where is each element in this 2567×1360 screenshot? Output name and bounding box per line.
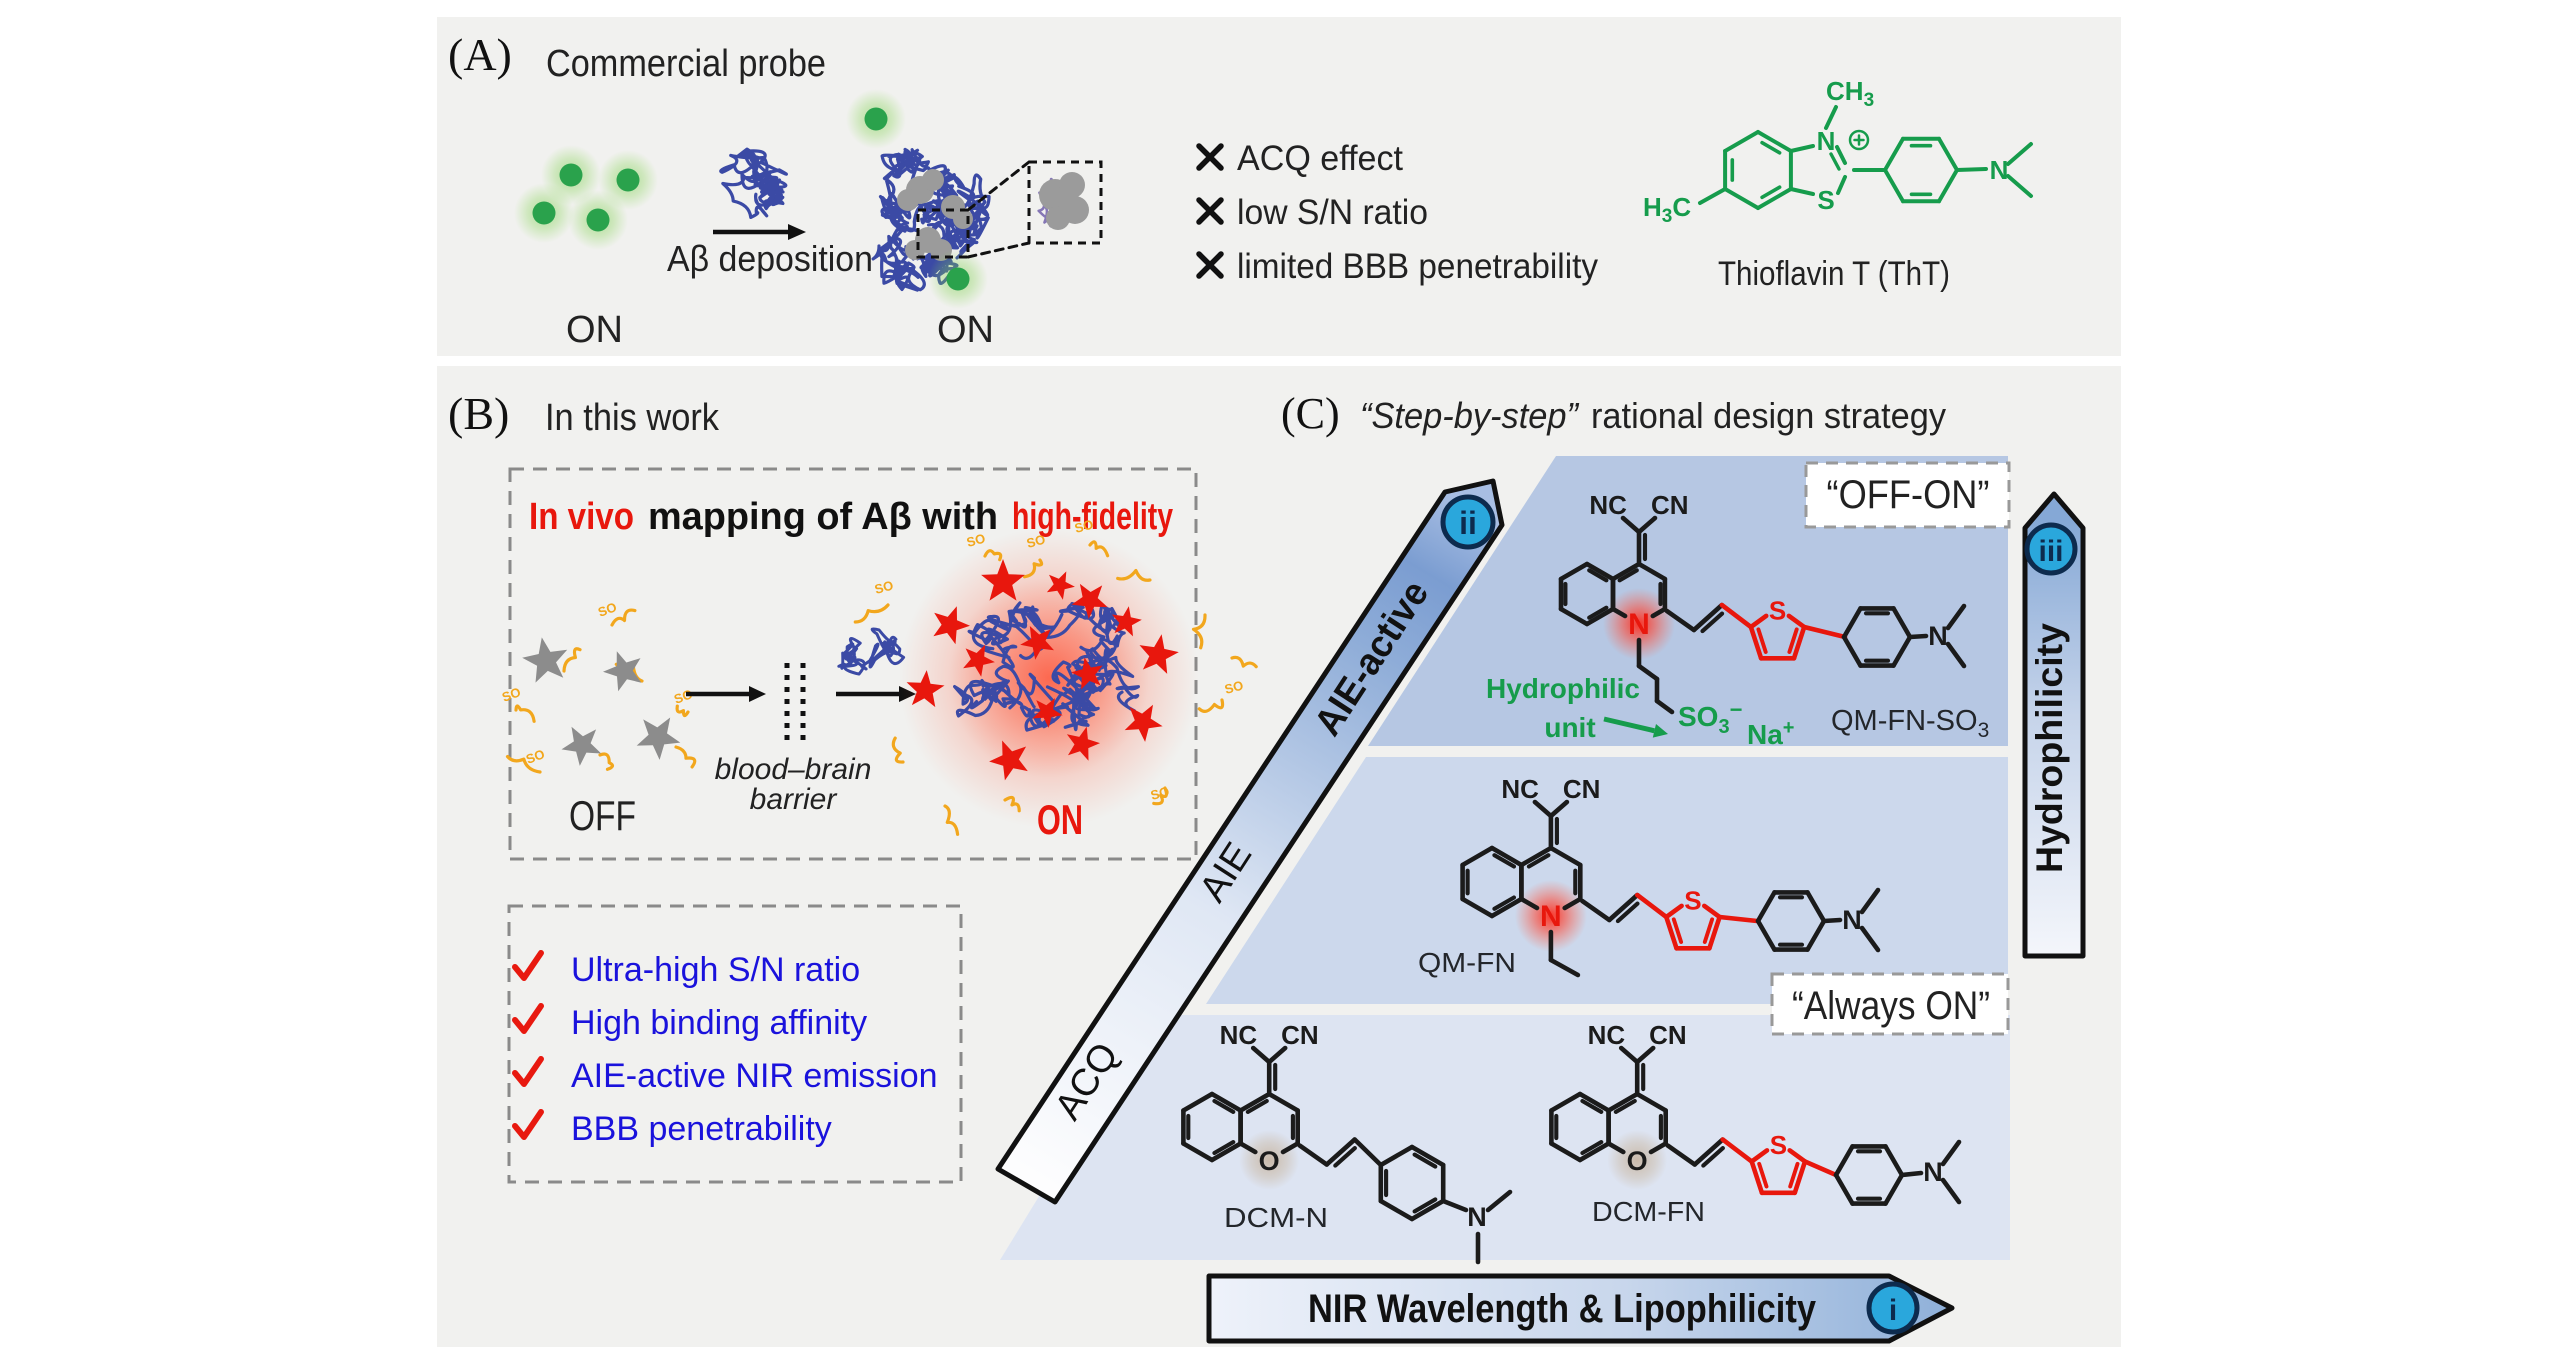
svg-text:In this work: In this work — [545, 397, 720, 439]
svg-text:O: O — [1259, 1146, 1280, 1176]
svg-text:DCM-N: DCM-N — [1224, 1202, 1328, 1233]
svg-text:“OFF-ON”: “OFF-ON” — [1827, 473, 1990, 517]
svg-text:(A): (A) — [448, 29, 512, 80]
svg-text:SO: SO — [672, 686, 695, 707]
svg-text:In vivo: In vivo — [529, 496, 634, 538]
svg-text:N: N — [1628, 608, 1650, 641]
svg-text:S: S — [1817, 185, 1834, 215]
svg-text:S: S — [1769, 595, 1786, 625]
svg-text:Aβ deposition: Aβ deposition — [667, 238, 873, 279]
svg-text:“Always ON”: “Always ON” — [1792, 984, 1990, 1028]
svg-text:ii: ii — [1459, 505, 1477, 541]
svg-text:ACQ effect: ACQ effect — [1237, 139, 1403, 178]
svg-text:N: N — [1923, 1157, 1943, 1187]
svg-text:NIR Wavelength & Lipophilicity: NIR Wavelength & Lipophilicity — [1308, 1287, 1817, 1331]
svg-text:O: O — [1627, 1146, 1648, 1176]
svg-text:N: N — [1540, 900, 1562, 933]
svg-text:ON: ON — [566, 309, 623, 351]
svg-text:blood–brain: blood–brain — [715, 753, 872, 786]
svg-text:DCM-FN: DCM-FN — [1592, 1196, 1705, 1227]
svg-text:NC: NC — [1589, 490, 1627, 520]
svg-text:CN: CN — [1563, 774, 1601, 804]
svg-text:ON: ON — [937, 309, 994, 351]
svg-text:low S/N ratio: low S/N ratio — [1237, 193, 1428, 232]
svg-text:QM-FN: QM-FN — [1418, 947, 1516, 978]
svg-text:SO: SO — [500, 684, 523, 705]
svg-text:N: N — [1467, 1202, 1487, 1232]
svg-text:NC: NC — [1501, 774, 1539, 804]
svg-text:SO: SO — [1223, 678, 1245, 697]
svg-text:SO: SO — [1025, 532, 1047, 551]
svg-text:N: N — [1817, 126, 1836, 156]
svg-text:ON: ON — [1037, 796, 1083, 843]
svg-text:SO: SO — [1073, 517, 1095, 536]
svg-text:N: N — [1842, 905, 1862, 935]
svg-text:SO: SO — [1149, 784, 1171, 803]
svg-text:limited BBB penetrability: limited BBB penetrability — [1237, 247, 1598, 286]
svg-text:barrier: barrier — [750, 783, 838, 816]
svg-text:BBB penetrability: BBB penetrability — [571, 1110, 832, 1148]
svg-text:AIE-active NIR emission: AIE-active NIR emission — [571, 1057, 938, 1095]
svg-text:CN: CN — [1651, 490, 1689, 520]
svg-text:SO: SO — [965, 531, 987, 550]
svg-text:iii: iii — [2038, 535, 2063, 568]
svg-text:SO: SO — [873, 578, 895, 597]
svg-text:i: i — [1889, 1294, 1897, 1327]
svg-text:Thioflavin T (ThT): Thioflavin T (ThT) — [1718, 255, 1950, 293]
svg-text:OFF: OFF — [569, 792, 636, 839]
svg-text:CN: CN — [1649, 1020, 1687, 1050]
svg-text:mapping of Aβ with: mapping of Aβ with — [648, 496, 998, 538]
svg-text:rational design strategy: rational design strategy — [1591, 395, 1946, 436]
svg-text:SO: SO — [596, 599, 619, 620]
svg-text:NC: NC — [1220, 1020, 1258, 1050]
svg-text:QM-FN-SO3: QM-FN-SO3 — [1831, 705, 1989, 742]
svg-text:unit: unit — [1544, 712, 1595, 743]
svg-text:Hydrophilic: Hydrophilic — [1486, 673, 1640, 704]
svg-text:N: N — [1928, 621, 1948, 651]
svg-text:Hydrophilicity: Hydrophilicity — [2029, 623, 2070, 873]
svg-text:Ultra-high S/N ratio: Ultra-high S/N ratio — [571, 951, 860, 989]
svg-text:High binding affinity: High binding affinity — [571, 1004, 867, 1042]
svg-text:S: S — [1684, 885, 1701, 915]
svg-text:“Step-by-step”: “Step-by-step” — [1360, 395, 1580, 436]
svg-text:H3C: H3C — [1643, 192, 1691, 227]
svg-text:(C): (C) — [1281, 389, 1340, 438]
svg-text:Commercial probe: Commercial probe — [546, 43, 826, 85]
svg-text:(B): (B) — [448, 388, 509, 439]
svg-text:CN: CN — [1281, 1020, 1319, 1050]
svg-text:NC: NC — [1588, 1020, 1626, 1050]
svg-text:SO: SO — [524, 746, 547, 767]
svg-text:S: S — [1770, 1130, 1787, 1160]
svg-text:N: N — [1990, 155, 2009, 185]
